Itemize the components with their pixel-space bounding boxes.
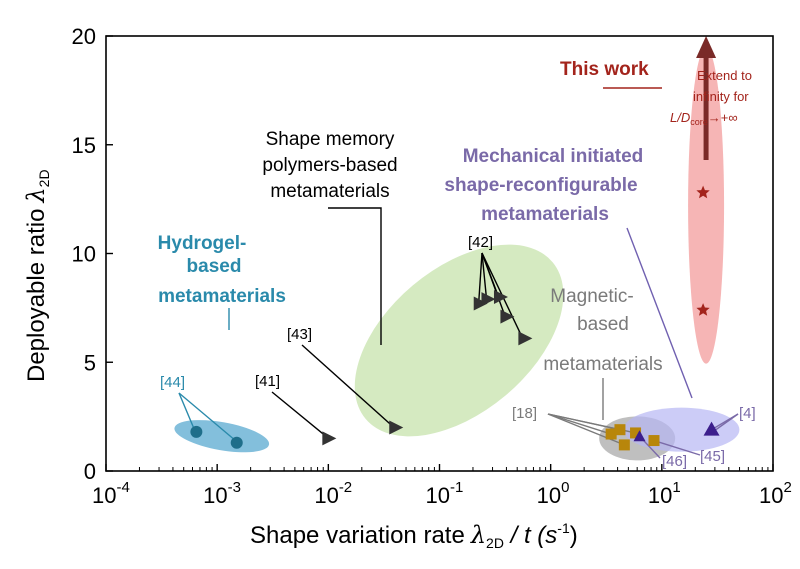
connector-5 (328, 207, 382, 345)
svg-text:shape-reconfigurable: shape-reconfigurable (444, 175, 637, 196)
extend-arrow-head (696, 36, 717, 58)
connector-17 (653, 439, 701, 456)
connector-4 (301, 344, 394, 427)
svg-text:metamaterials: metamaterials (543, 354, 662, 375)
connector-20 (626, 227, 693, 399)
magnetic-label: Magnetic- based metamaterials (543, 286, 662, 375)
connector-12 (547, 413, 612, 435)
marker-g0-p0 (190, 425, 203, 438)
svg-text:infinity for: infinity for (693, 89, 749, 104)
reference-labels: [44] [41] [43] [42] [18] [46] [45] [4] (160, 234, 756, 470)
x-tick-label-1: 10-3 (203, 479, 241, 508)
marker-g1-p4 (493, 290, 508, 304)
marker-g2-p0 (605, 428, 617, 440)
marker-g1-p6 (518, 331, 533, 346)
svg-text:metamaterials: metamaterials (481, 204, 609, 225)
y-tick-label-0: 0 (84, 459, 96, 484)
extend-note: Extend to infinity for L/Dcore→+∞ (670, 68, 752, 127)
y-tick-label-4: 20 (72, 24, 96, 49)
svg-text:Shape memory: Shape memory (266, 129, 395, 150)
connector-2 (178, 392, 238, 443)
y-tick-label-2: 10 (72, 242, 96, 267)
marker-g0-p1 (230, 436, 243, 449)
svg-text:Magnetic-: Magnetic- (550, 286, 633, 307)
x-axis-ticks: 10-4 10-3 10-2 10-1 100 101 102 (92, 464, 792, 508)
marker-g2-p3 (630, 427, 642, 439)
svg-text:[45]: [45] (700, 448, 725, 465)
marker-g4-p0 (696, 185, 710, 199)
x-axis-title: Shape variation rate λ2D / t (s-1) (250, 520, 578, 551)
mechanical-label: Mechanical initiated shape-reconfigurabl… (444, 146, 643, 225)
x-tick-label-6: 102 (759, 479, 792, 508)
y-axis-title: Deployable ratioλ2D (22, 169, 52, 382)
marker-g2-p2 (618, 439, 630, 451)
group-ellipse-4 (688, 47, 725, 364)
marker-g1-p5 (500, 309, 515, 324)
x-tick-label-0: 10-4 (92, 479, 130, 508)
svg-text:[42]: [42] (468, 234, 493, 251)
svg-text:based: based (187, 256, 242, 277)
svg-text:[18]: [18] (512, 405, 537, 422)
x-tick-label-3: 10-1 (426, 479, 464, 508)
this-work-label: This work (560, 59, 649, 80)
connector-7 (481, 252, 488, 300)
data-markers (190, 185, 720, 451)
connector-9 (481, 252, 506, 317)
y-axis-ticks: 0 5 10 15 20 (72, 24, 113, 484)
group-ellipses (174, 36, 740, 461)
marker-g2-p4 (648, 435, 660, 447)
svg-text:[44]: [44] (160, 374, 185, 391)
svg-text:polymers-based: polymers-based (262, 155, 397, 176)
svg-text:[4]: [4] (739, 405, 756, 422)
svg-text:Hydrogel-: Hydrogel- (158, 233, 247, 254)
marker-g1-p1 (389, 420, 404, 435)
svg-text:based: based (577, 314, 629, 335)
svg-text:metamaterials: metamaterials (158, 286, 286, 307)
svg-text:metamaterials: metamaterials (270, 181, 389, 202)
marker-g2-p1 (614, 424, 626, 436)
connector-1 (178, 392, 196, 432)
svg-text:[43]: [43] (287, 326, 312, 343)
connector-6 (477, 252, 483, 304)
hydrogel-label: Hydrogel- based metamaterials (158, 233, 286, 307)
y-tick-label-1: 5 (84, 350, 96, 375)
svg-text:Mechanical initiated: Mechanical initiated (463, 146, 644, 167)
marker-g1-p3 (481, 292, 496, 307)
svg-text:[46]: [46] (662, 453, 687, 470)
marker-g1-p2 (473, 296, 488, 311)
group-ellipse-0 (174, 420, 270, 453)
connector-3 (271, 391, 327, 437)
marker-g1-p0 (322, 431, 337, 446)
x-tick-label-4: 100 (537, 479, 570, 508)
connector-14 (547, 413, 625, 446)
svg-text:[41]: [41] (255, 373, 280, 390)
x-tick-label-5: 101 (648, 479, 681, 508)
svg-text:Extend to: Extend to (697, 68, 752, 83)
smp-label: Shape memory polymers-based metamaterial… (262, 129, 397, 202)
marker-g3-p0 (633, 430, 646, 442)
group-ellipse-1 (354, 244, 564, 437)
svg-text:L/Dcore→+∞: L/Dcore→+∞ (670, 110, 738, 127)
marker-g3-p1 (703, 421, 720, 436)
marker-g4-p1 (696, 303, 710, 316)
y-tick-label-3: 15 (72, 133, 96, 158)
x-tick-label-2: 10-2 (314, 479, 352, 508)
